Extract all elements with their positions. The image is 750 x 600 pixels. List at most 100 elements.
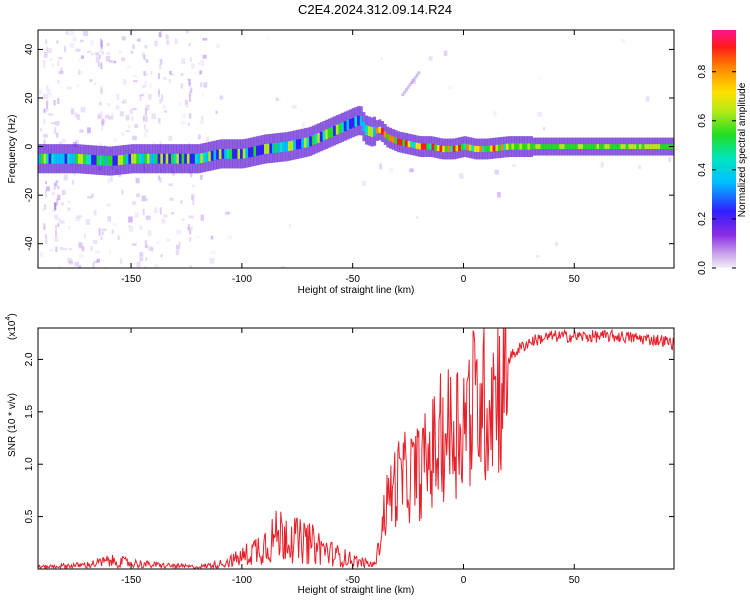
noise-streak bbox=[158, 32, 161, 38]
ridge-core bbox=[644, 144, 648, 149]
noise-speck bbox=[51, 191, 56, 196]
noise-speck bbox=[413, 76, 417, 80]
ridge-core bbox=[67, 153, 71, 164]
ridge-core bbox=[301, 138, 305, 149]
ridge-core bbox=[561, 144, 565, 149]
noise-speck bbox=[133, 80, 138, 83]
noise-speck bbox=[141, 195, 146, 202]
noise-speck bbox=[197, 134, 201, 140]
noise-speck bbox=[110, 112, 114, 117]
noise-speck bbox=[184, 99, 188, 105]
snr-background bbox=[38, 328, 674, 569]
noise-speck bbox=[154, 40, 158, 47]
noise-speck bbox=[89, 39, 94, 45]
noise-speck bbox=[68, 260, 74, 265]
ridge-core bbox=[654, 144, 658, 149]
noise-speck bbox=[134, 124, 139, 128]
noise-speck bbox=[48, 113, 54, 116]
ridge-core bbox=[311, 135, 315, 146]
noise-speck bbox=[139, 252, 144, 257]
noise-streak bbox=[53, 99, 56, 106]
noise-speck bbox=[493, 111, 497, 117]
noise-speck bbox=[171, 212, 175, 215]
noise-speck bbox=[201, 93, 204, 98]
noise-streak bbox=[188, 82, 191, 86]
noise-speck bbox=[77, 69, 81, 76]
noise-speck bbox=[180, 120, 186, 125]
noise-speck bbox=[169, 70, 172, 75]
noise-streak bbox=[100, 62, 103, 70]
noise-streak bbox=[158, 88, 161, 95]
noise-speck bbox=[197, 62, 201, 65]
ridge-core bbox=[452, 145, 456, 152]
ridge-core bbox=[290, 140, 294, 151]
ridge-core bbox=[298, 138, 302, 149]
ridge-core bbox=[205, 152, 209, 162]
noise-streak bbox=[143, 54, 146, 61]
ridge-core bbox=[224, 148, 228, 159]
noise-streak bbox=[97, 62, 100, 67]
noise-speck bbox=[75, 48, 81, 52]
ridge-core bbox=[389, 135, 393, 142]
x-tick-label: 0 bbox=[461, 575, 467, 586]
noise-speck bbox=[162, 104, 167, 109]
noise-speck bbox=[191, 193, 195, 200]
noise-speck bbox=[119, 111, 124, 117]
ridge-core bbox=[410, 141, 414, 148]
noise-speck bbox=[145, 215, 151, 220]
noise-speck bbox=[46, 186, 50, 192]
noise-streak bbox=[44, 234, 47, 238]
ridge-core bbox=[221, 148, 225, 159]
ridge-core bbox=[96, 155, 100, 166]
noise-streak bbox=[100, 40, 103, 48]
noise-speck bbox=[54, 202, 57, 207]
noise-speck bbox=[90, 53, 94, 56]
ridge-core bbox=[256, 145, 260, 156]
ridge-core bbox=[649, 144, 653, 149]
noise-streak bbox=[145, 256, 148, 261]
noise-speck bbox=[148, 246, 153, 251]
noise-speck bbox=[165, 34, 169, 40]
noise-speck bbox=[181, 218, 185, 221]
noise-streak bbox=[43, 108, 46, 114]
ridge-core bbox=[609, 144, 613, 149]
x-tick-label: -150 bbox=[121, 575, 141, 586]
ridge-core bbox=[279, 142, 283, 153]
noise-speck bbox=[54, 214, 58, 220]
ridge-core bbox=[490, 145, 494, 152]
noise-speck bbox=[131, 116, 134, 121]
ridge-core bbox=[341, 122, 345, 133]
bottom-multiplier: (x104) bbox=[5, 313, 18, 340]
ridge-core bbox=[229, 148, 233, 159]
noise-speck bbox=[154, 263, 159, 268]
noise-streak bbox=[159, 31, 162, 38]
ridge-core bbox=[162, 153, 166, 164]
noise-streak bbox=[157, 90, 160, 98]
noise-speck bbox=[215, 110, 218, 114]
ridge-core bbox=[40, 153, 44, 164]
noise-speck bbox=[57, 60, 60, 67]
ridge-core bbox=[365, 125, 369, 135]
multiplier-close: ) bbox=[7, 313, 18, 316]
noise-speck bbox=[185, 105, 188, 108]
noise-speck bbox=[139, 225, 143, 230]
ridge-core bbox=[532, 144, 536, 149]
noise-speck bbox=[59, 141, 63, 145]
ridge-core bbox=[500, 144, 504, 151]
noise-streak bbox=[159, 64, 162, 70]
ridge-core bbox=[434, 144, 438, 151]
noise-speck bbox=[187, 81, 190, 84]
noise-streak bbox=[159, 98, 162, 105]
noise-speck bbox=[151, 247, 154, 252]
noise-speck bbox=[95, 250, 100, 254]
noise-speck bbox=[408, 83, 412, 87]
ridge-core bbox=[165, 153, 169, 164]
noise-streak bbox=[57, 223, 60, 227]
ridge-core bbox=[660, 144, 664, 149]
ridge-core bbox=[147, 153, 151, 164]
noise-streak bbox=[145, 198, 148, 202]
bottom-plot-frame bbox=[37, 327, 675, 570]
noise-speck bbox=[75, 216, 81, 221]
noise-speck bbox=[108, 249, 112, 254]
noise-streak bbox=[101, 118, 104, 126]
